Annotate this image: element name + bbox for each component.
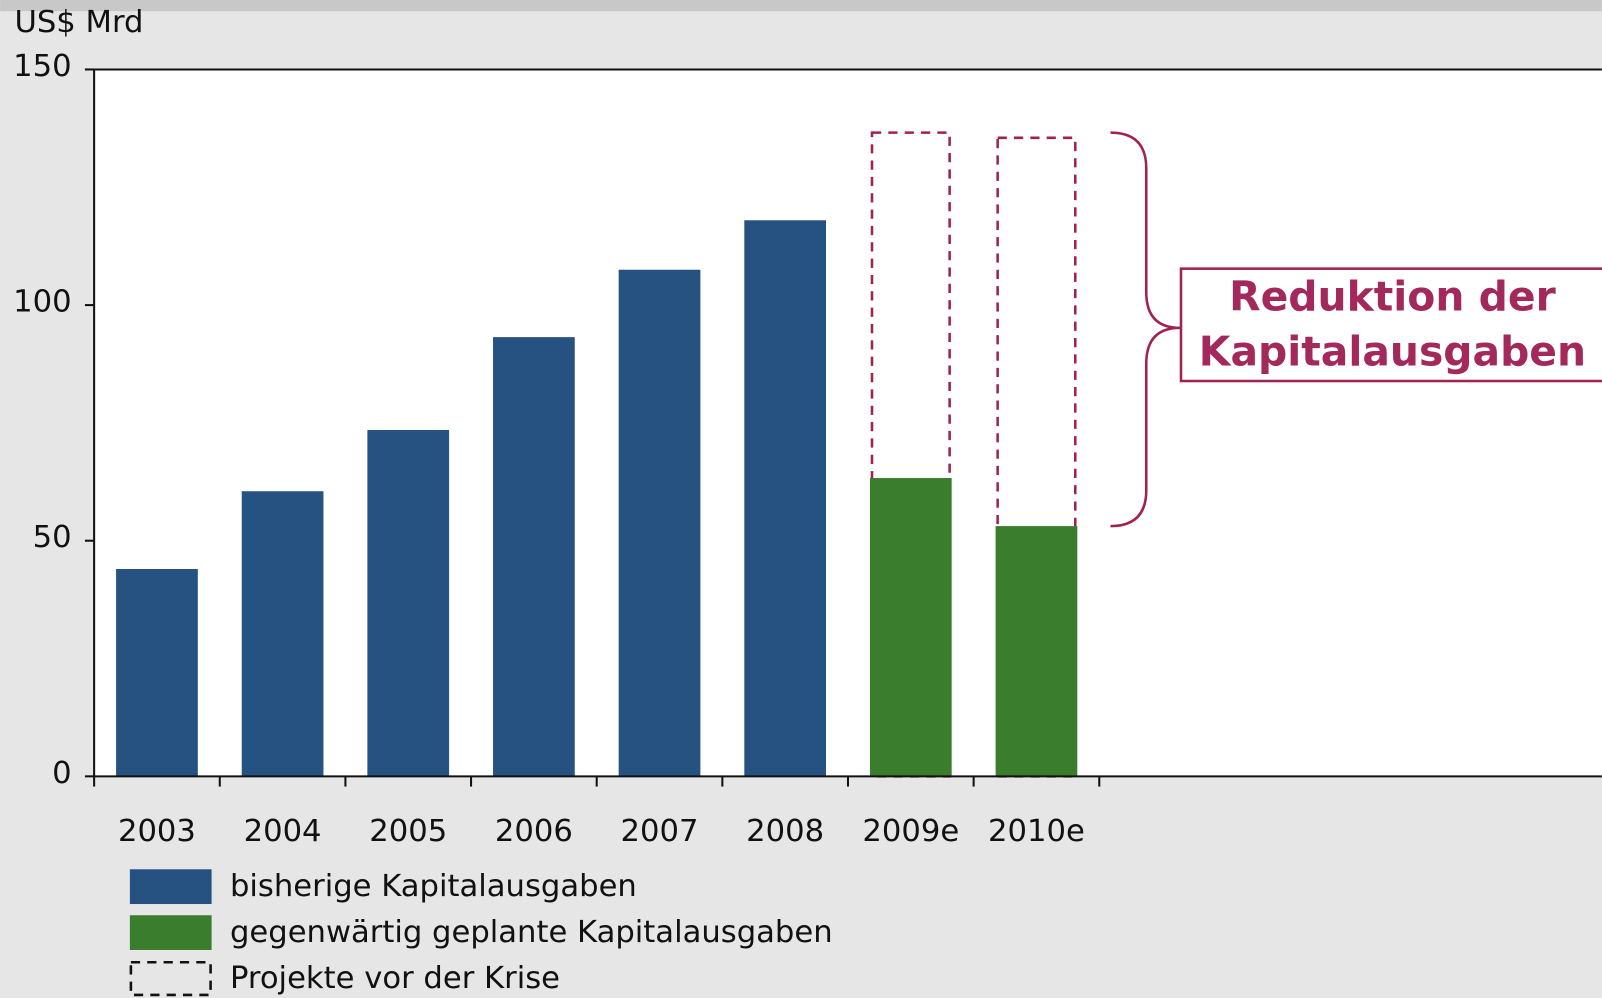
x-tick-label: 2003: [118, 814, 196, 849]
x-tick-label: 2004: [244, 814, 322, 849]
x-tick-label: 2009e: [862, 814, 959, 849]
bar: [618, 269, 701, 777]
legend-label: bisherige Kapitalausgaben: [230, 869, 637, 904]
bar: [367, 429, 450, 777]
bar: [116, 568, 198, 777]
x-tick-label: 2007: [621, 814, 699, 849]
legend-swatch: [129, 960, 212, 997]
plot-area: [94, 69, 1602, 777]
bar: [744, 220, 827, 777]
annotation-box: [1179, 267, 1602, 383]
legend-label: gegenwärtig geplante Kapitalausgaben: [230, 915, 833, 950]
x-tick-label: 2006: [495, 814, 573, 849]
legend-swatch: [129, 869, 212, 905]
x-tick-label: 2008: [746, 814, 824, 849]
bar: [869, 478, 952, 777]
y-axis-label: US$ Mrd: [14, 5, 143, 40]
annotation: Reduktion der: [1229, 272, 1556, 320]
x-tick-label: 2010e: [988, 814, 1085, 849]
y-tick-label: 0: [52, 756, 72, 791]
legend-swatch: [129, 915, 212, 950]
bar: [241, 491, 324, 777]
top-band: [0, 0, 1602, 12]
y-tick-label: 150: [13, 49, 71, 84]
bar: [493, 337, 575, 777]
annotation: Kapitalausgaben: [1199, 327, 1586, 375]
legend-label: Projekte vor der Krise: [230, 961, 560, 996]
x-tick-label: 2005: [369, 814, 447, 849]
bar: [995, 526, 1078, 777]
y-tick-label: 50: [33, 520, 72, 555]
y-tick-label: 100: [13, 285, 71, 320]
